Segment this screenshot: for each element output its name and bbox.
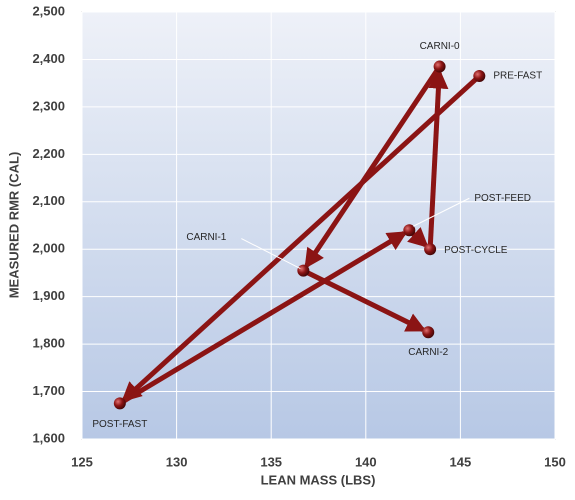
x-tick-label: 125 [71,454,93,469]
x-tick-label: 145 [450,454,472,469]
y-axis-title: MEASURED RMR (CAL) [6,152,21,299]
y-tick-label: 2,000 [32,241,65,256]
point-label: POST-FAST [92,419,147,430]
x-axis-title: LEAN MASS (LBS) [261,472,376,487]
y-tick-label: 2,400 [32,51,65,66]
leader-line [413,197,470,227]
x-tick-label: 130 [166,454,188,469]
point [403,224,416,237]
point [473,70,486,83]
y-tick-label: 2,200 [32,146,65,161]
point [422,326,435,339]
y-tick-label: 1,900 [32,288,65,303]
point-label: CARNI-0 [420,41,460,52]
point-label: POST-CYCLE [444,245,508,256]
point [433,60,446,73]
arrow-segment [118,231,408,406]
point [297,264,310,277]
x-tick-label: 150 [544,454,566,469]
y-tick-label: 2,300 [32,98,65,113]
x-tick-label: 135 [260,454,282,469]
point [424,243,437,256]
point [113,397,126,410]
x-tick-label: 140 [355,454,377,469]
point-label: CARNI-2 [408,347,448,358]
point-label: PRE-FAST [493,71,542,82]
leader-line [241,238,301,270]
point-label: POST-FEED [474,193,531,204]
arrow-segment [427,68,449,250]
y-tick-label: 1,600 [32,430,65,445]
point-label: CARNI-1 [186,232,226,243]
arrow-segment [304,65,442,269]
arrow-segment [121,74,482,403]
y-tick-label: 2,100 [32,193,65,208]
y-tick-label: 1,800 [32,336,65,351]
y-tick-label: 1,700 [32,383,65,398]
y-tick-label: 2,500 [32,3,65,18]
arrow-segment [302,268,427,332]
